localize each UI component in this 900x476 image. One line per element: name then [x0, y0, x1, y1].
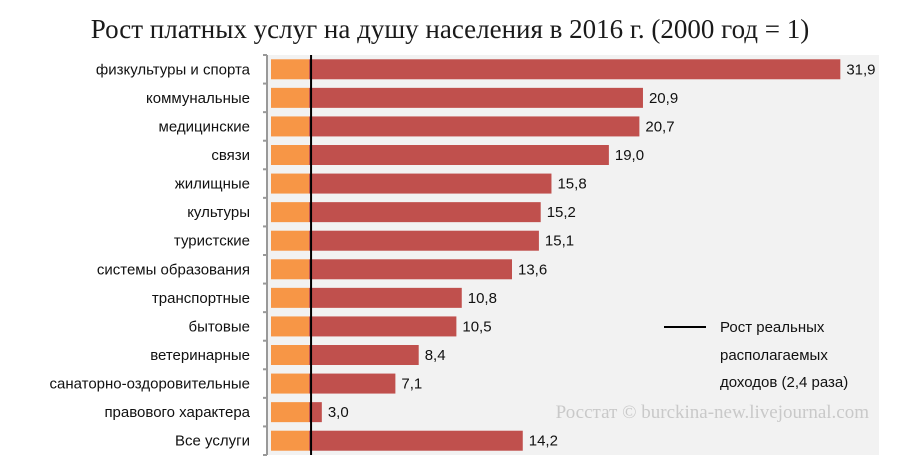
bar-base-segment [271, 345, 310, 365]
category-label: связи [211, 147, 250, 164]
bar-base-segment [271, 145, 310, 165]
bar [309, 430, 523, 451]
value-label: 15,8 [557, 176, 586, 193]
bar [309, 145, 609, 165]
category-label: правового характера [104, 404, 250, 421]
value-label: 8,4 [425, 347, 446, 364]
category-label: системы образования [97, 261, 250, 278]
value-label: 14,2 [529, 433, 558, 450]
value-label: 31,9 [846, 61, 875, 78]
category-label: бытовые [188, 318, 250, 335]
plot-area [267, 55, 879, 455]
bar [309, 87, 643, 108]
value-label: 10,5 [462, 318, 491, 335]
legend-label-3: доходов (2,4 раза) [720, 374, 848, 391]
category-label: жилищные [175, 176, 250, 193]
bar-base-segment [271, 230, 310, 251]
value-label: 3,0 [328, 404, 349, 421]
value-label: 10,8 [468, 290, 497, 307]
bar-base-segment [271, 173, 310, 194]
chart-title: Рост платных услуг на душу населения в 2… [91, 14, 810, 44]
bar [309, 345, 419, 365]
bar [309, 259, 512, 280]
legend-label-2: располагаемых [720, 347, 828, 364]
category-label: транспортные [152, 290, 250, 307]
bar [309, 373, 396, 394]
category-label: санаторно-оздоровительные [49, 376, 250, 393]
bar-base-segment [271, 316, 310, 337]
bar-base-segment [271, 430, 310, 451]
bar-base-segment [271, 259, 310, 280]
bar [309, 173, 552, 194]
bar [309, 59, 841, 80]
category-label: коммунальные [146, 90, 250, 107]
category-label: Все услуги [175, 433, 250, 450]
value-label: 20,9 [649, 90, 678, 107]
bar-base-segment [271, 59, 310, 80]
axis-ticks [263, 54, 267, 456]
bar [309, 230, 539, 251]
legend-label-1: Рост реальных [720, 319, 825, 336]
category-label: ветеринарные [150, 347, 250, 364]
bar-base-segment [271, 287, 310, 308]
bar-base-segment [271, 402, 310, 423]
bar [309, 316, 457, 337]
category-label: медицинские [159, 118, 251, 135]
bar-base-segment [271, 373, 310, 394]
value-label: 15,2 [547, 204, 576, 221]
bar [309, 116, 640, 137]
value-label: 13,6 [518, 261, 547, 278]
bar [309, 287, 462, 308]
bar-base-segment [271, 202, 310, 223]
legend: Рост реальных располагаемых доходов (2,4… [664, 319, 848, 391]
value-label: 7,1 [401, 376, 422, 393]
value-label: 19,0 [615, 147, 644, 164]
bar-base-segment [271, 87, 310, 108]
value-label: 20,7 [645, 118, 674, 135]
category-label: туристские [174, 233, 250, 250]
bar [309, 402, 322, 423]
bars-layer: физкультуры и спорта 31,9 коммунальные 20,9… [49, 59, 876, 451]
category-label: физкультуры и спорта [96, 61, 251, 78]
category-label: культуры [187, 204, 250, 221]
watermark: Росстат © burckina-new.livejournal.com [556, 402, 870, 423]
bar-base-segment [271, 116, 310, 137]
bar [309, 202, 541, 223]
value-label: 15,1 [545, 233, 574, 250]
